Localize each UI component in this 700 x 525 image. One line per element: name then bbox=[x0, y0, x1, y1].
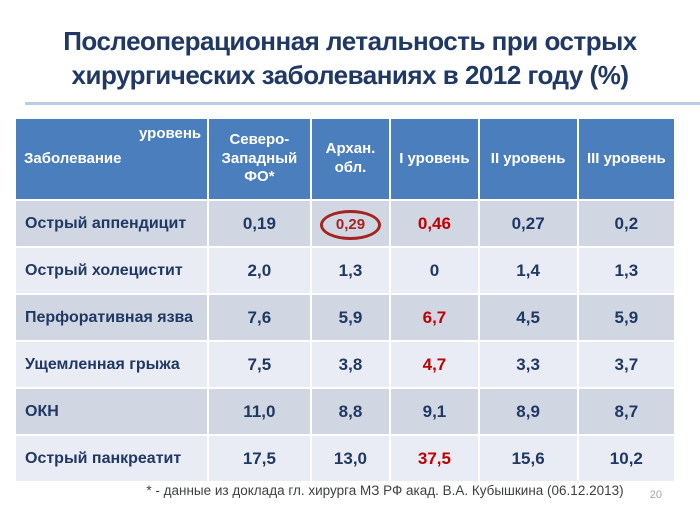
cell-value: 0,27 bbox=[511, 213, 545, 233]
cell-value: 3,3 bbox=[516, 354, 540, 374]
disease-label: ОКН bbox=[16, 389, 208, 434]
value-cell: 5,9 bbox=[578, 295, 674, 340]
cell-value: 0,2 bbox=[614, 213, 639, 233]
cell-value: 5,9 bbox=[614, 307, 639, 327]
value-cell: 15,6 bbox=[479, 436, 577, 481]
cell-value: 15,6 bbox=[511, 448, 545, 468]
table-row: Ущемленная грыжа 7,5 3,8 4,7 3,3 3,7 bbox=[16, 342, 674, 387]
table-row: ОКН 11,0 8,8 9,1 8,9 8,7 bbox=[16, 389, 674, 434]
disease-label: Ущемленная грыжа bbox=[16, 342, 208, 387]
value-cell: 0,46 bbox=[391, 201, 478, 246]
cell-value: 37,5 bbox=[417, 448, 451, 468]
value-cell: 3,3 bbox=[479, 342, 577, 387]
value-cell: 7,6 bbox=[209, 295, 310, 340]
circled-value: 0,29 bbox=[319, 210, 382, 240]
table-body: Острый аппендицит 0,19 0,29 0,46 0,27 0,2 Остр… bbox=[16, 201, 674, 481]
value-cell: 17,5 bbox=[209, 436, 310, 481]
table-header-row: уровень Заболевание Северо-Западный ФО* … bbox=[16, 119, 674, 199]
value-cell: 11,0 bbox=[209, 389, 310, 434]
column-header-level-3: III уровень bbox=[578, 119, 674, 199]
disease-label: Перфоративная язва bbox=[16, 295, 208, 340]
value-cell: 13,0 bbox=[311, 436, 390, 481]
cell-value: 0 bbox=[429, 260, 440, 280]
value-cell: 1,4 bbox=[479, 248, 577, 293]
table-row: Острый холецистит 2,0 1,3 0 1,4 1,3 bbox=[16, 248, 674, 293]
cell-value: 2,0 bbox=[247, 260, 272, 280]
value-cell: 1,3 bbox=[311, 248, 390, 293]
title-divider bbox=[25, 102, 700, 105]
page-number: 20 bbox=[649, 489, 662, 501]
slide-title: Послеоперационная летальность при острых… bbox=[63, 26, 637, 91]
cell-value: 0,46 bbox=[417, 213, 451, 233]
cell-value: 8,8 bbox=[338, 401, 363, 421]
cell-value: 8,7 bbox=[614, 401, 639, 421]
value-cell: 0,27 bbox=[479, 201, 577, 246]
value-cell: 0 bbox=[391, 248, 478, 293]
value-cell: 10,2 bbox=[578, 436, 674, 481]
disease-label: Острый панкреатит bbox=[16, 436, 208, 481]
column-header-level-2: II уровень bbox=[479, 119, 577, 199]
mortality-table: уровень Заболевание Северо-Западный ФО* … bbox=[14, 117, 676, 483]
cell-value: 0,19 bbox=[242, 213, 276, 233]
cell-value: 5,9 bbox=[338, 307, 363, 327]
value-cell: 0,29 bbox=[311, 201, 390, 246]
cell-value: 1,3 bbox=[338, 260, 363, 280]
value-cell: 4,5 bbox=[479, 295, 577, 340]
cell-value: 17,5 bbox=[242, 448, 276, 468]
table-row: Острый аппендицит 0,19 0,29 0,46 0,27 0,2 bbox=[16, 201, 674, 246]
value-cell: 3,7 bbox=[578, 342, 674, 387]
mortality-table-container: уровень Заболевание Северо-Западный ФО* … bbox=[14, 117, 676, 483]
corner-label-level: уровень bbox=[139, 125, 202, 142]
value-cell: 3,8 bbox=[311, 342, 390, 387]
column-header-arkh-obl: Архан. обл. bbox=[311, 119, 390, 199]
cell-value: 3,7 bbox=[614, 354, 639, 374]
value-cell: 0,19 bbox=[209, 201, 310, 246]
cell-value: 1,4 bbox=[516, 260, 540, 280]
value-cell: 8,8 bbox=[311, 389, 390, 434]
cell-value: 7,6 bbox=[247, 307, 272, 327]
disease-label: Острый холецистит bbox=[16, 248, 208, 293]
cell-value: 13,0 bbox=[333, 448, 368, 468]
corner-header-cell: уровень Заболевание bbox=[16, 119, 208, 199]
footnote: * - данные из доклада гл. хирурга МЗ РФ … bbox=[146, 483, 624, 498]
value-cell: 37,5 bbox=[391, 436, 478, 481]
cell-value: 10,2 bbox=[609, 448, 643, 468]
cell-value: 6,7 bbox=[422, 307, 447, 327]
value-cell: 7,5 bbox=[209, 342, 310, 387]
value-cell: 4,7 bbox=[391, 342, 478, 387]
value-cell: 1,3 bbox=[578, 248, 674, 293]
cell-value: 3,8 bbox=[338, 354, 363, 374]
value-cell: 9,1 bbox=[391, 389, 478, 434]
value-cell: 5,9 bbox=[311, 295, 390, 340]
value-cell: 2,0 bbox=[209, 248, 310, 293]
cell-value: 11,0 bbox=[243, 401, 276, 421]
cell-value: 4,5 bbox=[516, 307, 540, 327]
cell-value: 9,1 bbox=[422, 401, 447, 421]
value-cell: 8,9 bbox=[479, 389, 577, 434]
cell-value: 7,5 bbox=[247, 354, 272, 374]
table-row: Острый панкреатит 17,5 13,0 37,5 15,6 10,2 bbox=[16, 436, 674, 481]
column-header-nwfo: Северо-Западный ФО* bbox=[209, 119, 310, 199]
disease-label: Острый аппендицит bbox=[16, 201, 208, 246]
value-cell: 8,7 bbox=[578, 389, 674, 434]
column-header-level-1: I уровень bbox=[391, 119, 478, 199]
cell-value: 1,3 bbox=[614, 260, 639, 280]
cell-value: 4,7 bbox=[422, 354, 447, 374]
table-row: Перфоративная язва 7,6 5,9 6,7 4,5 5,9 bbox=[16, 295, 674, 340]
value-cell: 0,2 bbox=[578, 201, 674, 246]
corner-label-disease: Заболевание bbox=[24, 149, 122, 167]
cell-value: 8,9 bbox=[516, 401, 540, 421]
value-cell: 6,7 bbox=[391, 295, 478, 340]
